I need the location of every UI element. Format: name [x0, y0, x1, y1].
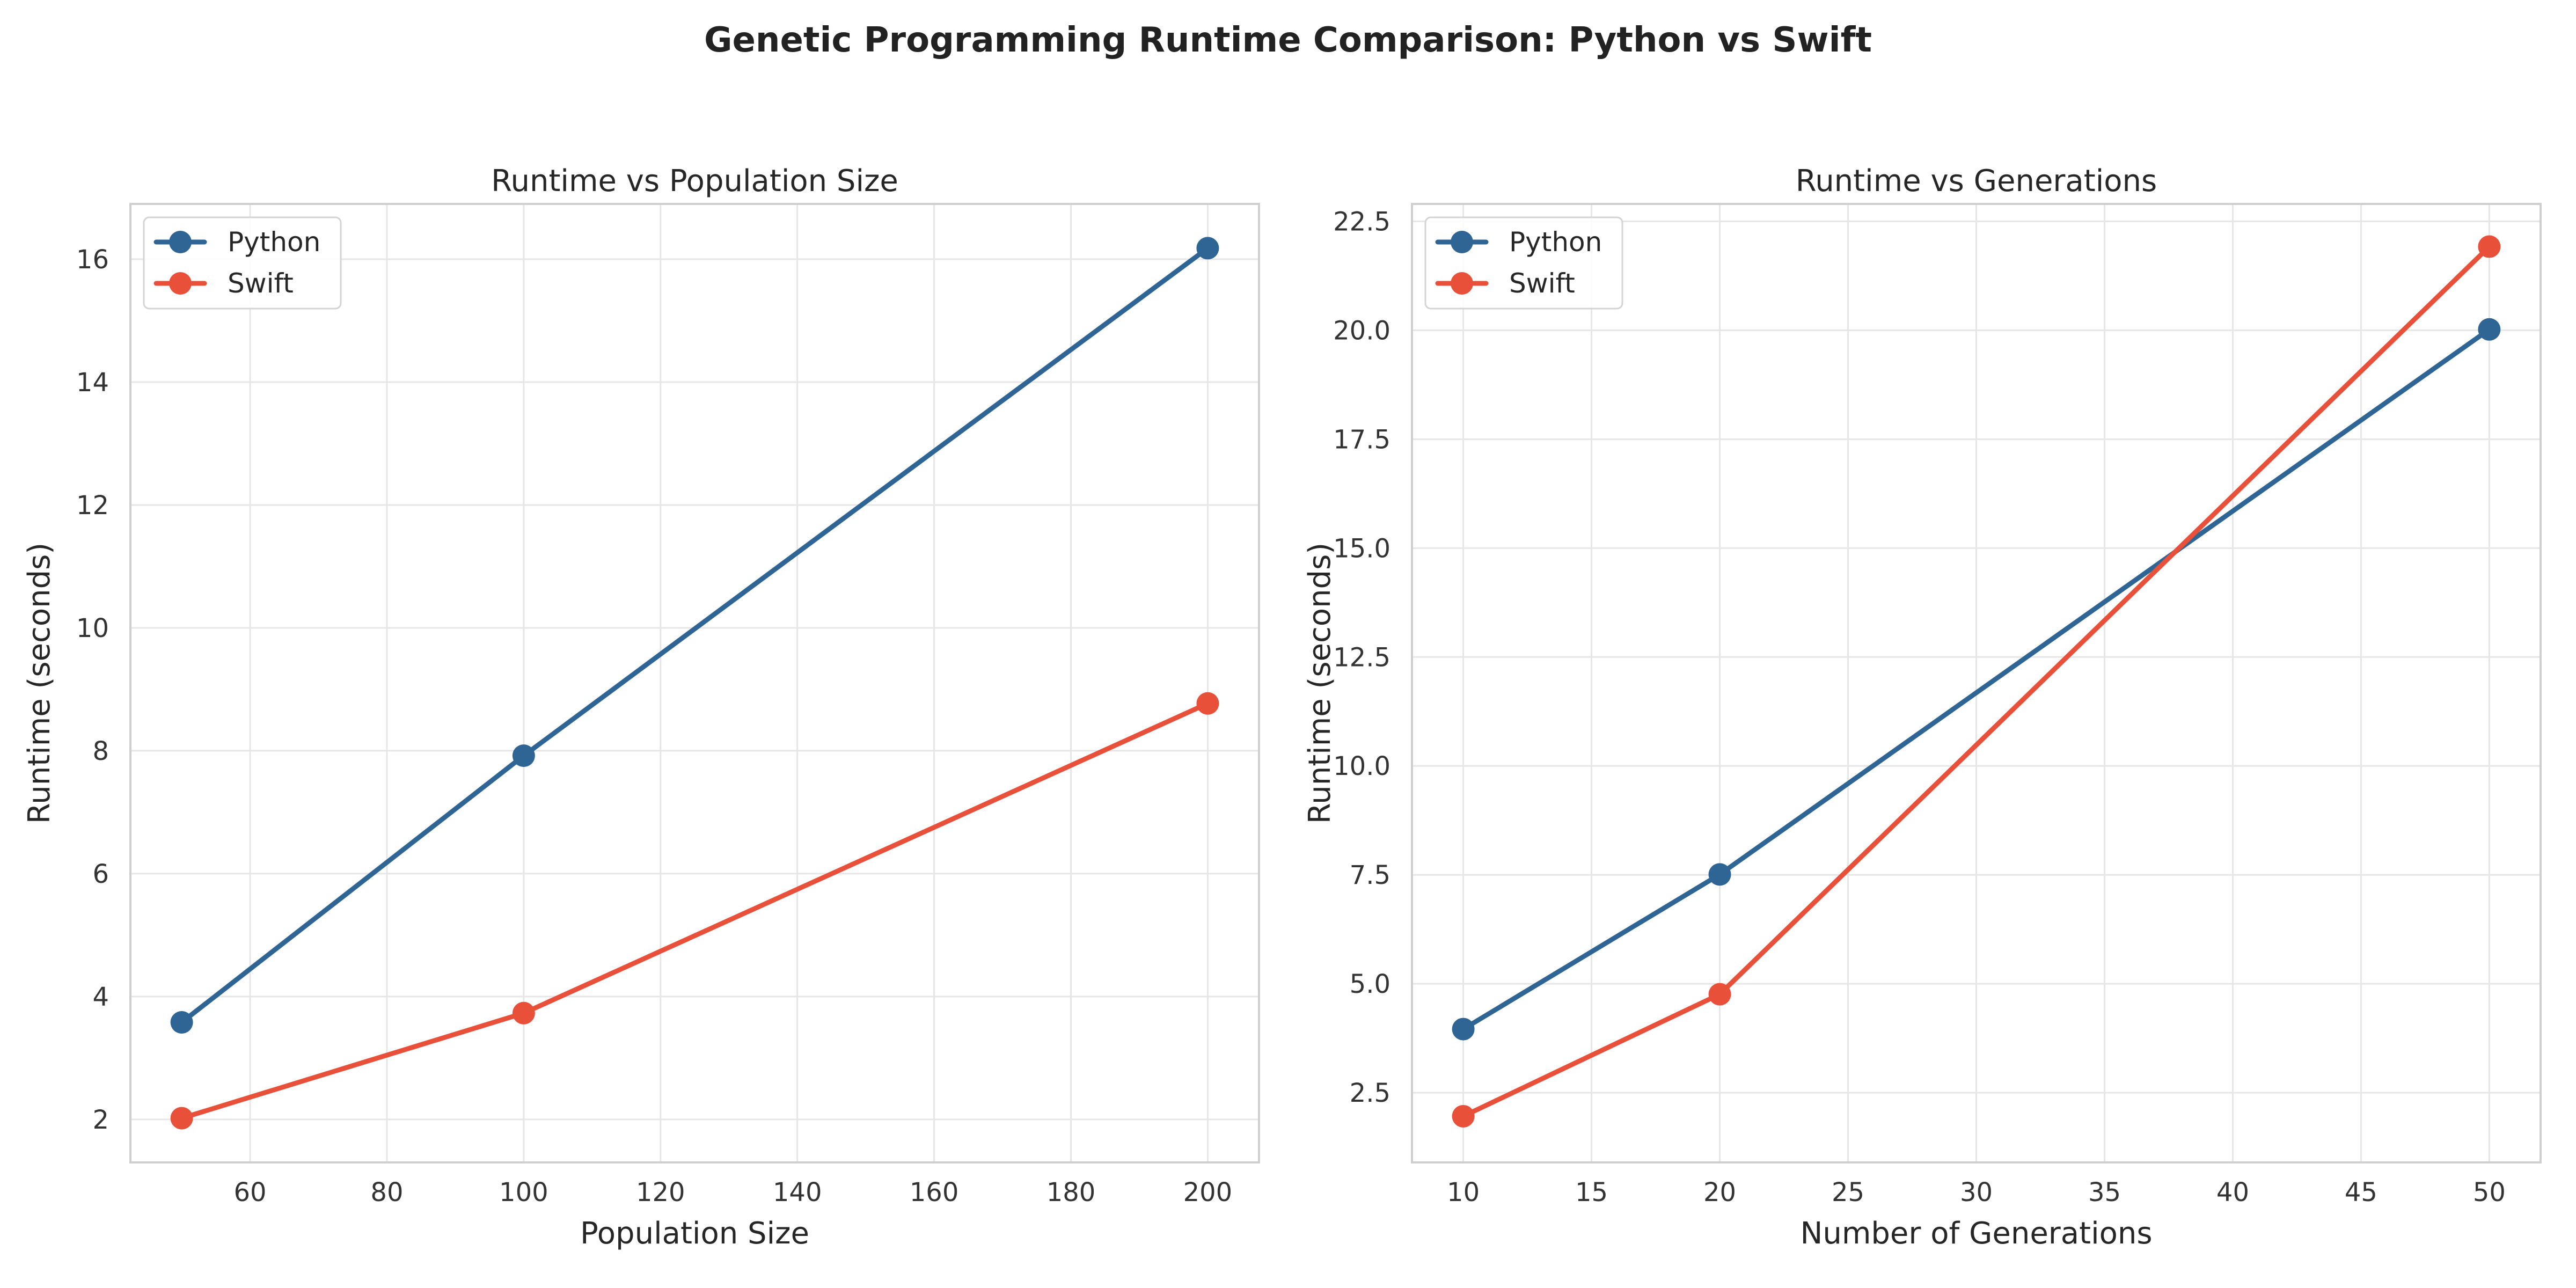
y-tick-label: 8: [92, 736, 109, 766]
x-tick-label: 160: [910, 1177, 959, 1208]
legend-label-swift: Swift: [1509, 268, 1575, 299]
data-point-python: [1708, 863, 1731, 886]
legend-marker-python: [169, 231, 192, 253]
data-point-python: [1452, 1018, 1475, 1041]
y-tick-label: 12: [76, 491, 109, 521]
legend-marker-swift: [1451, 272, 1473, 295]
y-tick-label: 14: [76, 368, 109, 398]
x-tick-label: 200: [1183, 1177, 1233, 1208]
x-tick-label: 120: [636, 1177, 685, 1208]
y-axis-label: Runtime (seconds): [22, 543, 57, 824]
legend-marker-swift: [169, 272, 192, 295]
x-tick-label: 140: [773, 1177, 822, 1208]
y-tick-label: 2: [92, 1105, 109, 1135]
data-point-swift: [512, 1001, 535, 1024]
y-tick-label: 4: [92, 982, 109, 1012]
legend-label-python: Python: [228, 226, 320, 258]
x-tick-label: 60: [234, 1177, 267, 1208]
y-tick-label: 16: [76, 245, 109, 275]
data-point-python: [2478, 318, 2501, 341]
x-tick-label: 10: [1447, 1177, 1480, 1208]
data-point-swift: [1452, 1104, 1475, 1128]
x-tick-label: 20: [1703, 1177, 1736, 1208]
legend-label-swift: Swift: [228, 268, 294, 299]
x-tick-label: 35: [2088, 1177, 2121, 1208]
data-point-python: [1196, 237, 1219, 260]
x-axis-label: Number of Generations: [1800, 1216, 2152, 1251]
x-tick-label: 15: [1575, 1177, 1608, 1208]
x-tick-label: 45: [2345, 1177, 2377, 1208]
x-tick-label: 180: [1046, 1177, 1096, 1208]
y-tick-label: 6: [92, 859, 109, 889]
data-point-swift: [170, 1107, 193, 1130]
y-tick-label: 20.0: [1333, 316, 1391, 346]
x-tick-label: 80: [370, 1177, 403, 1208]
figure-title: Genetic Programming Runtime Comparison: …: [704, 20, 1872, 60]
x-tick-label: 40: [2216, 1177, 2249, 1208]
chart-title: Runtime vs Generations: [1796, 164, 2157, 199]
chart-title: Runtime vs Population Size: [491, 164, 898, 199]
y-axis-label: Runtime (seconds): [1302, 543, 1337, 824]
data-point-swift: [2478, 235, 2501, 258]
y-tick-label: 12.5: [1333, 642, 1391, 672]
x-axis-label: Population Size: [580, 1216, 809, 1251]
y-tick-label: 10.0: [1333, 751, 1391, 781]
chart-panel-2: 10 15 20 25 30 35 40 45 50 2.5 5.0 7.5 10.0 12.5 15.0 1…: [1302, 164, 2542, 1251]
data-point-python: [512, 744, 535, 767]
x-tick-label: 30: [1960, 1177, 1993, 1208]
y-tick-label: 5.0: [1350, 969, 1391, 999]
series-line-swift: [179, 701, 1210, 1121]
y-tick-label: 22.5: [1333, 207, 1391, 237]
x-tick-label: 50: [2473, 1177, 2506, 1208]
y-tick-label: 10: [76, 613, 109, 643]
data-point-python: [170, 1011, 193, 1034]
y-tick-label: 2.5: [1350, 1078, 1391, 1108]
data-point-swift: [1708, 983, 1731, 1006]
y-tick-label: 15.0: [1333, 533, 1391, 564]
legend-marker-python: [1451, 231, 1473, 253]
series-line-python: [179, 245, 1210, 1025]
plot-frame: [1411, 203, 2542, 1163]
data-point-swift: [1196, 692, 1219, 715]
x-tick-label: 25: [1832, 1177, 1864, 1208]
plot-frame: [129, 203, 1260, 1163]
y-tick-label: 7.5: [1350, 860, 1391, 890]
x-tick-label: 100: [499, 1177, 548, 1208]
legend-label-python: Python: [1509, 226, 1602, 258]
y-tick-label: 17.5: [1333, 425, 1391, 455]
chart-panel-1: 60 80 100 120 140 160 180 200 2 4 6 8 10 12 14 16 Runtim…: [22, 164, 1260, 1251]
